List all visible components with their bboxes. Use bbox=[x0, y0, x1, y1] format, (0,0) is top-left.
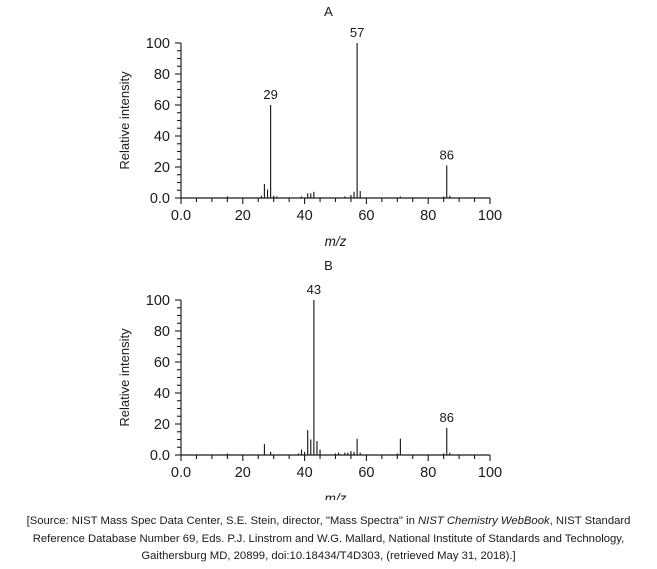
x-axis-tick-label: 20 bbox=[235, 208, 251, 224]
x-axis-tick-label: 80 bbox=[420, 208, 436, 224]
source-line-2: Reference Database Number 69, Eds. P.J. … bbox=[32, 532, 625, 545]
y-axis-tick-label: 0.0 bbox=[150, 448, 170, 464]
y-axis-tick-label: 60 bbox=[154, 355, 170, 371]
x-axis-title: m/z bbox=[325, 234, 347, 249]
y-axis-tick-label: 100 bbox=[146, 293, 170, 309]
y-axis-tick-label: 0.0 bbox=[150, 191, 170, 207]
source-line-1-part-b: , NIST Standard bbox=[549, 515, 631, 527]
x-axis-tick-label: 60 bbox=[358, 208, 374, 224]
x-axis-tick-label: 0.0 bbox=[171, 208, 191, 224]
y-axis-title: Relative intensity bbox=[117, 71, 132, 170]
source-line-1-part-a: [Source: NIST Mass Spec Data Center, S.E… bbox=[26, 515, 419, 527]
source-line-1-italic: NIST Chemistry WebBook bbox=[418, 515, 550, 527]
source-citation: [Source: NIST Mass Spec Data Center, S.E… bbox=[0, 513, 657, 566]
source-line-3: Gaithersburg MD, 20899, doi:10.18434/T4D… bbox=[141, 550, 516, 562]
x-axis-title: m/z bbox=[325, 491, 347, 500]
panel-a-plot: 0.0 20 40 60 80 100 m/z 0.0 20 40 60 80 100 Relative … bbox=[117, 25, 502, 249]
y-axis-tick-label: 80 bbox=[154, 324, 170, 340]
peak-annotation-label: 29 bbox=[263, 87, 277, 102]
y-axis-tick-label: 40 bbox=[154, 129, 170, 145]
x-axis-tick-label: 80 bbox=[420, 465, 436, 481]
peak-annotation-label: 86 bbox=[440, 410, 454, 425]
y-axis-title: Relative intensity bbox=[117, 328, 132, 427]
y-axis-tick-label: 60 bbox=[154, 98, 170, 114]
x-axis-tick-label: 100 bbox=[478, 208, 502, 224]
spectrum-panel-a: A 0.0 20 40 60 80 100 m/z 0.0 20 40 60 80 100 Relativ… bbox=[0, 0, 657, 250]
x-axis-tick-label: 100 bbox=[478, 465, 502, 481]
y-axis-tick-label: 20 bbox=[154, 160, 170, 176]
panel-b-plot: 0.0 20 40 60 80 100 m/z 0.0 20 40 60 80 100 Relative … bbox=[117, 282, 502, 500]
spectrum-panel-b: B 0.0 20 40 60 80 100 m/z 0.0 20 40 60 80 100 Relativ… bbox=[0, 250, 657, 500]
y-axis-tick-label: 20 bbox=[154, 417, 170, 433]
y-axis-tick-label: 80 bbox=[154, 67, 170, 83]
x-axis-tick-label: 20 bbox=[235, 465, 251, 481]
panel-a-title: A bbox=[324, 4, 333, 19]
y-axis-tick-label: 100 bbox=[146, 36, 170, 52]
peak-annotation-label: 57 bbox=[350, 25, 364, 40]
peak-annotation-label: 86 bbox=[440, 147, 454, 162]
x-axis-tick-label: 0.0 bbox=[171, 465, 191, 481]
peak-annotation-label: 43 bbox=[307, 282, 321, 297]
x-axis-tick-label: 40 bbox=[297, 465, 313, 481]
y-axis-tick-label: 40 bbox=[154, 386, 170, 402]
panel-b-title: B bbox=[324, 258, 333, 273]
x-axis-tick-label: 60 bbox=[358, 465, 374, 481]
x-axis-tick-label: 40 bbox=[297, 208, 313, 224]
